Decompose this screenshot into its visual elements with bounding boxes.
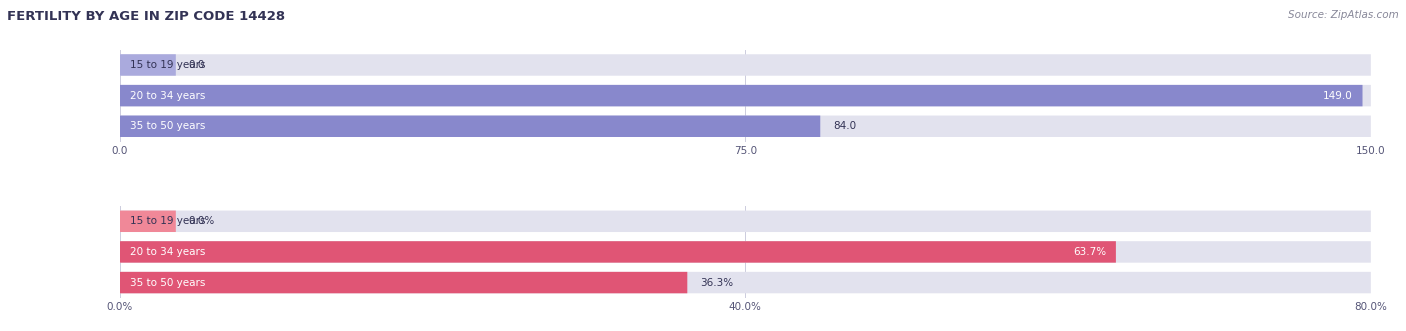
Text: 36.3%: 36.3% (700, 278, 733, 288)
FancyBboxPatch shape (120, 54, 176, 76)
FancyBboxPatch shape (120, 272, 1371, 293)
Text: 20 to 34 years: 20 to 34 years (129, 91, 205, 101)
Text: 35 to 50 years: 35 to 50 years (129, 121, 205, 131)
FancyBboxPatch shape (120, 116, 1371, 137)
FancyBboxPatch shape (120, 211, 1371, 232)
Text: 0.0: 0.0 (188, 60, 205, 70)
FancyBboxPatch shape (120, 272, 688, 293)
FancyBboxPatch shape (120, 85, 1371, 106)
Text: 149.0: 149.0 (1323, 91, 1353, 101)
FancyBboxPatch shape (120, 241, 1116, 263)
Text: 20 to 34 years: 20 to 34 years (129, 247, 205, 257)
FancyBboxPatch shape (120, 116, 820, 137)
FancyBboxPatch shape (120, 85, 1362, 106)
Text: 63.7%: 63.7% (1073, 247, 1107, 257)
FancyBboxPatch shape (120, 54, 1371, 76)
FancyBboxPatch shape (120, 241, 1371, 263)
FancyBboxPatch shape (120, 211, 176, 232)
Text: 84.0: 84.0 (832, 121, 856, 131)
Text: 15 to 19 years: 15 to 19 years (129, 216, 205, 226)
Text: 15 to 19 years: 15 to 19 years (129, 60, 205, 70)
Text: 0.0%: 0.0% (188, 216, 215, 226)
Text: 35 to 50 years: 35 to 50 years (129, 278, 205, 288)
Text: FERTILITY BY AGE IN ZIP CODE 14428: FERTILITY BY AGE IN ZIP CODE 14428 (7, 10, 285, 23)
Text: Source: ZipAtlas.com: Source: ZipAtlas.com (1288, 10, 1399, 20)
